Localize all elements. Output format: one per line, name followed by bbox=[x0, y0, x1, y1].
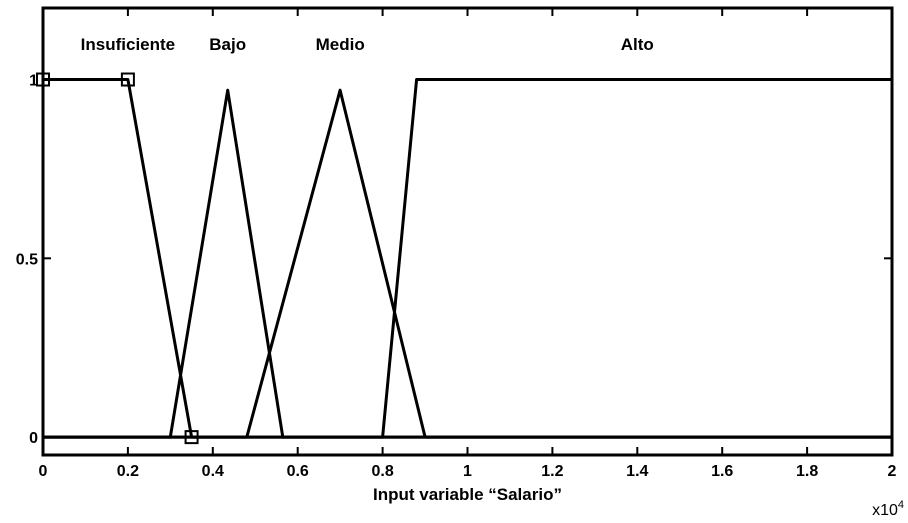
x-tick-label: 0.2 bbox=[117, 463, 139, 480]
x-tick-label: 1.4 bbox=[626, 463, 648, 480]
series-line-alto bbox=[43, 78, 892, 439]
series-layer bbox=[43, 78, 892, 439]
x-axis-exponent-power: 4 bbox=[898, 499, 904, 511]
mf-label-alto: Alto bbox=[621, 35, 654, 54]
y-tick-label: 1 bbox=[29, 73, 38, 90]
series-marker-insuficiente bbox=[184, 430, 199, 445]
mf-label-medio: Medio bbox=[316, 35, 365, 54]
x-tick-label: 0 bbox=[39, 463, 48, 480]
x-tick-label: 1.8 bbox=[796, 463, 818, 480]
series-line-medio bbox=[43, 88, 892, 439]
series-line-insuficiente bbox=[43, 78, 892, 439]
x-axis-exponent-base: x10 bbox=[872, 502, 898, 519]
x-tick-label: 0.8 bbox=[371, 463, 393, 480]
x-axis-exponent: x104 bbox=[872, 499, 904, 519]
x-tick-label: 1 bbox=[463, 463, 472, 480]
x-tick-label: 2 bbox=[888, 463, 897, 480]
marker-layer bbox=[36, 72, 199, 445]
x-axis-title: Input variable “Salario” bbox=[373, 485, 562, 504]
plot-frame bbox=[41, 6, 894, 457]
mf-label-insuficiente: Insuficiente bbox=[81, 35, 175, 54]
series-marker-insuficiente bbox=[120, 72, 135, 87]
y-tick-label: 0.5 bbox=[16, 251, 38, 268]
series-line-bajo bbox=[43, 88, 892, 439]
mf-label-bajo: Bajo bbox=[209, 35, 246, 54]
x-tick-label: 0.6 bbox=[287, 463, 309, 480]
x-tick-label: 0.4 bbox=[202, 463, 224, 480]
tick-layer: 0 0.2 0.4 0.6 0.8 1 1.2 1.4 1.6 1.8 2 0 0.5 1 bbox=[16, 8, 897, 480]
x-tick-label: 1.6 bbox=[711, 463, 733, 480]
x-tick-label: 1.2 bbox=[541, 463, 563, 480]
y-tick-label: 0 bbox=[29, 430, 38, 447]
mf-label-layer: Insuficiente Bajo Medio Alto bbox=[81, 35, 654, 54]
